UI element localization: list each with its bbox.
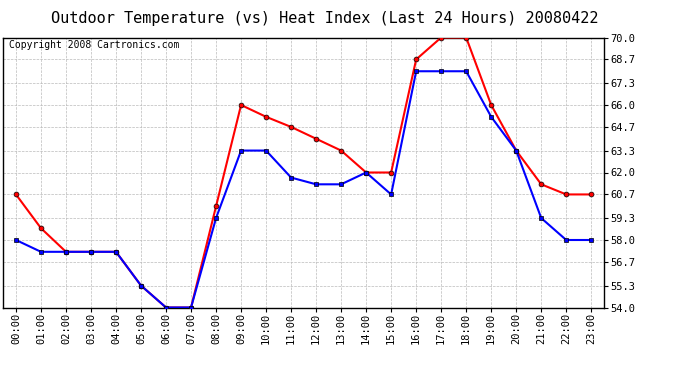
- Text: Copyright 2008 Cartronics.com: Copyright 2008 Cartronics.com: [10, 40, 180, 50]
- Text: Outdoor Temperature (vs) Heat Index (Last 24 Hours) 20080422: Outdoor Temperature (vs) Heat Index (Las…: [50, 11, 598, 26]
